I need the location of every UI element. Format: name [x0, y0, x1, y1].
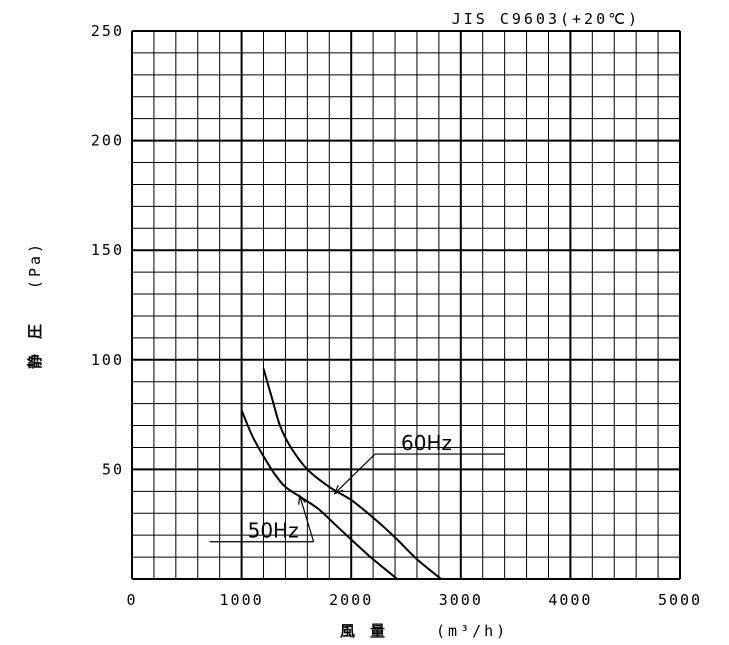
series-50hz-line — [240, 409, 398, 580]
grid — [131, 30, 681, 580]
y-tick-label: 100 — [91, 351, 124, 369]
y-tick-label: 200 — [91, 132, 124, 150]
x-tick-label: 2000 — [329, 591, 373, 609]
annotation-60hz-label: 60Hz — [401, 431, 452, 455]
annotation-50hz-leader — [299, 495, 315, 542]
y-tick-label: 150 — [91, 241, 124, 259]
x-axis-label: 風 量 — [340, 622, 388, 640]
x-tick-label: 1000 — [220, 591, 264, 609]
x-tick-label: 4000 — [548, 591, 592, 609]
y-tick-label: 250 — [91, 22, 124, 40]
annotation-50hz-label: 50Hz — [248, 519, 299, 543]
x-tick-label: 3000 — [439, 591, 483, 609]
x-tick-label: 0 — [126, 591, 137, 609]
annotations: 60Hz 50Hz — [209, 431, 506, 543]
annotation-60hz-arrowhead — [333, 484, 344, 495]
y-tick-label: 50 — [102, 460, 124, 478]
x-tick-label: 5000 — [658, 591, 702, 609]
series-60hz-line — [262, 368, 442, 580]
x-tick-labels: 0 1000 2000 3000 4000 5000 — [126, 591, 702, 609]
x-axis-unit: (m³/h) — [436, 622, 508, 640]
curves — [240, 368, 442, 580]
y-tick-labels: 50 100 150 200 250 — [91, 22, 124, 478]
annotation-60hz-leader — [334, 453, 376, 494]
y-axis-unit: (Pa) — [26, 241, 44, 289]
annotation-50hz-arrowhead — [298, 494, 306, 505]
chart-title: JIS C9603(+20℃) — [452, 10, 640, 28]
y-axis-label: 静 圧 — [26, 321, 44, 369]
